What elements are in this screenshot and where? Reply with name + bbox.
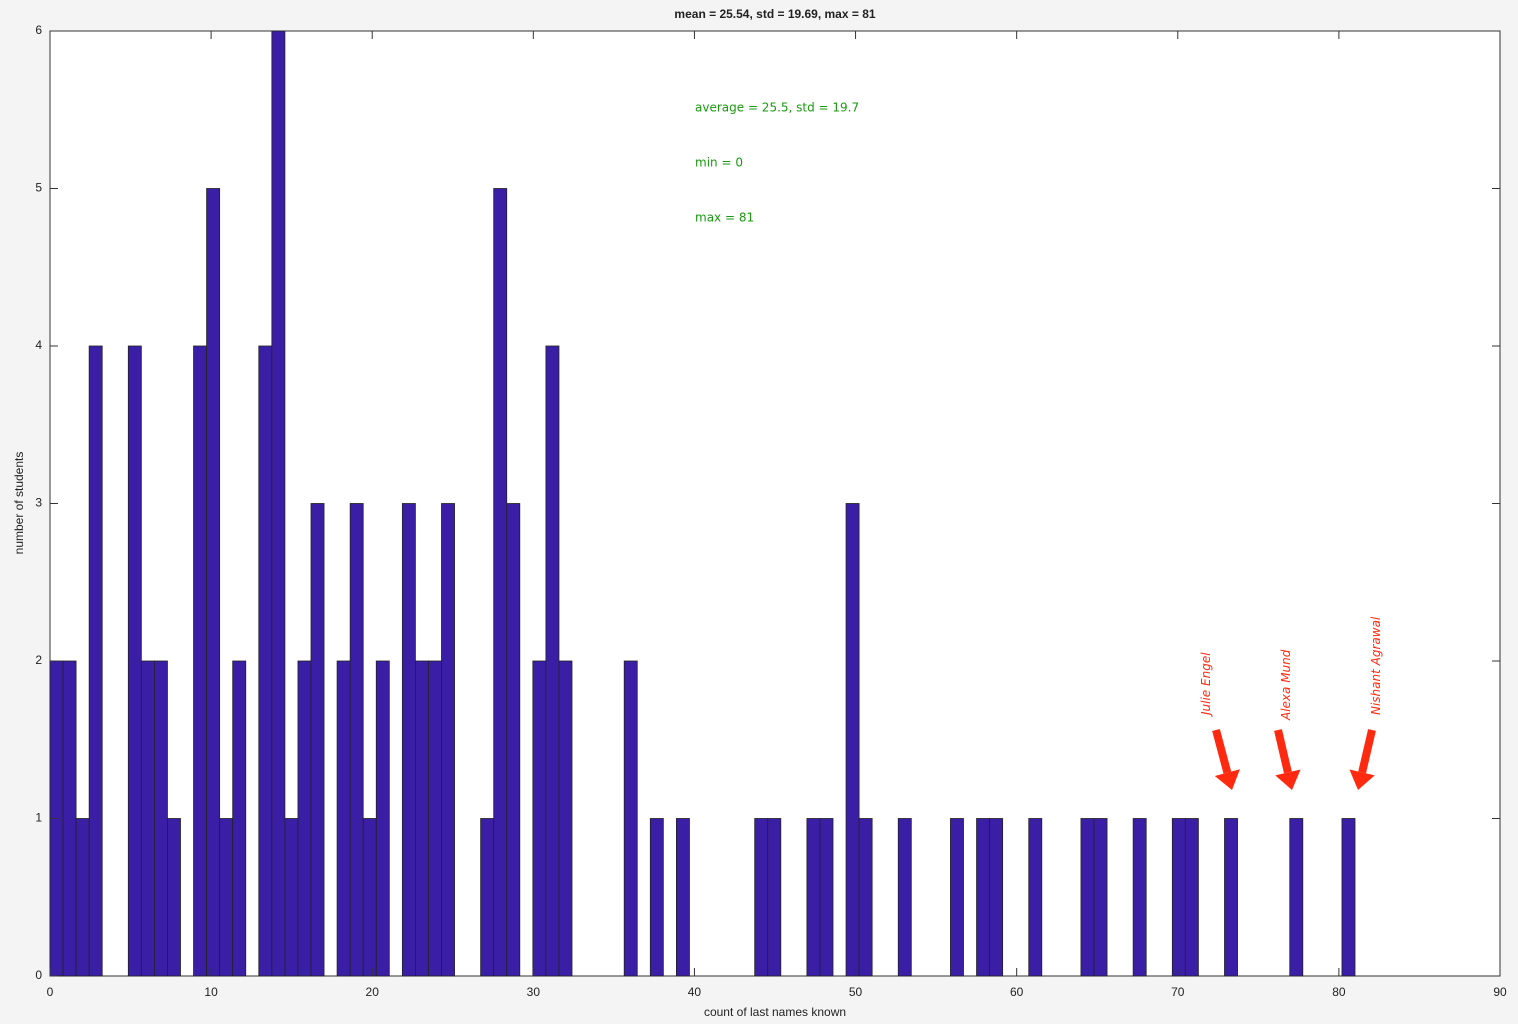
- y-tick-label: 4: [35, 338, 42, 352]
- y-axis-label: number of students: [12, 452, 26, 555]
- bar: [767, 818, 782, 977]
- y-tick-label: 1: [35, 811, 42, 825]
- bar: [310, 503, 325, 977]
- bar: [819, 818, 834, 977]
- arrow-head: [1349, 769, 1375, 790]
- x-axis-label: count of last names known: [704, 1005, 846, 1019]
- bar: [480, 818, 495, 977]
- bar: [428, 660, 442, 977]
- annotation: min = 0: [695, 156, 743, 170]
- x-tick-label: 10: [204, 985, 218, 999]
- x-tick-label: 40: [688, 985, 702, 999]
- bar: [845, 503, 860, 977]
- y-tick-label: 5: [35, 181, 42, 195]
- bar: [950, 818, 964, 977]
- bar: [506, 503, 521, 977]
- bar: [545, 345, 560, 977]
- x-tick-label: 50: [849, 985, 863, 999]
- bar: [336, 660, 351, 977]
- arrow-shaft: [1212, 728, 1232, 774]
- name-label: Nishant Agrawal: [1369, 616, 1383, 715]
- bar: [232, 660, 247, 977]
- y-tick-label: 3: [35, 496, 42, 510]
- arrow-head: [1275, 769, 1301, 790]
- x-tick-label: 80: [1332, 985, 1346, 999]
- bar: [1184, 818, 1199, 977]
- bar: [297, 660, 312, 977]
- bar: [1093, 818, 1108, 977]
- bar: [493, 188, 508, 977]
- y-tick-label: 6: [35, 23, 42, 37]
- bar: [258, 345, 273, 977]
- bar: [362, 818, 377, 977]
- bar: [858, 818, 873, 977]
- bar: [375, 660, 390, 977]
- name-label: Julie Engel: [1199, 652, 1213, 717]
- bar: [167, 818, 181, 977]
- x-tick-label: 0: [47, 985, 54, 999]
- bar: [153, 660, 168, 977]
- bar: [349, 503, 364, 977]
- bar: [441, 503, 455, 977]
- bar: [532, 660, 547, 977]
- bar: [1080, 818, 1095, 977]
- bar: [1028, 818, 1043, 977]
- bar: [206, 188, 221, 977]
- bar: [623, 660, 638, 977]
- bar: [140, 660, 155, 977]
- bar: [414, 660, 429, 977]
- x-tick-label: 30: [527, 985, 541, 999]
- bar: [754, 818, 769, 977]
- bar: [1289, 818, 1304, 977]
- bar: [219, 818, 234, 977]
- arrow-shaft: [1358, 729, 1376, 774]
- name-label: Alexa Mund: [1279, 649, 1293, 721]
- annotation: max = 81: [695, 211, 754, 225]
- bar: [1224, 818, 1238, 977]
- y-tick-label: 0: [35, 968, 42, 982]
- bar: [1132, 818, 1147, 977]
- chart-title: mean = 25.54, std = 19.69, max = 81: [674, 7, 875, 21]
- x-tick-label: 90: [1493, 985, 1507, 999]
- bar: [271, 30, 286, 977]
- x-tick-label: 70: [1171, 985, 1185, 999]
- bar: [62, 660, 77, 977]
- bar: [193, 345, 208, 977]
- arrow-shaft: [1274, 729, 1292, 774]
- bar: [1171, 818, 1186, 977]
- bar: [558, 660, 573, 977]
- y-tick-label: 2: [35, 653, 42, 667]
- x-tick-label: 20: [366, 985, 380, 999]
- bar: [75, 818, 90, 977]
- bar: [401, 503, 416, 977]
- bar: [1341, 818, 1356, 977]
- bar: [127, 345, 142, 977]
- bar: [989, 818, 1004, 977]
- arrow-head: [1214, 769, 1240, 790]
- bar: [976, 818, 990, 977]
- bar: [806, 818, 821, 977]
- bar: [88, 345, 103, 977]
- bar: [649, 818, 664, 977]
- bar: [284, 818, 299, 977]
- bar: [676, 818, 690, 977]
- bar: [897, 818, 912, 977]
- x-tick-label: 60: [1010, 985, 1024, 999]
- annotation: average = 25.5, std = 19.7: [695, 101, 859, 115]
